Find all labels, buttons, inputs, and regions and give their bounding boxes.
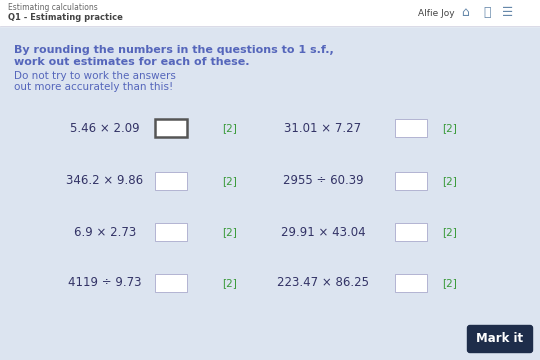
Bar [395,172,427,190]
Text: [2]: [2] [443,278,457,288]
Text: ⤒: ⤒ [483,6,491,19]
Text: [2]: [2] [443,227,457,237]
Text: out more accurately than this!: out more accurately than this! [14,82,173,92]
Text: Do not try to work the answers: Do not try to work the answers [14,71,176,81]
Text: 223.47 × 86.25: 223.47 × 86.25 [277,276,369,289]
Text: 6.9 × 2.73: 6.9 × 2.73 [74,225,136,238]
Text: ⌂: ⌂ [461,6,469,19]
Text: [2]: [2] [443,123,457,133]
Text: Q1 - Estimating practice: Q1 - Estimating practice [8,13,123,22]
Text: Mark it: Mark it [476,333,524,346]
Text: [2]: [2] [222,176,238,186]
Text: 2955 ÷ 60.39: 2955 ÷ 60.39 [282,175,363,188]
Text: 346.2 × 9.86: 346.2 × 9.86 [66,175,144,188]
Text: 4119 ÷ 9.73: 4119 ÷ 9.73 [68,276,141,289]
Text: Estimating calculations: Estimating calculations [8,4,98,13]
Text: [2]: [2] [222,227,238,237]
Text: [2]: [2] [443,176,457,186]
Text: ☰: ☰ [502,6,514,19]
Text: By rounding the numbers in the questions to 1 s.f.,: By rounding the numbers in the questions… [14,45,334,55]
Text: [2]: [2] [222,123,238,133]
Bar [395,119,427,137]
Bar [155,223,187,241]
Text: work out estimates for each of these.: work out estimates for each of these. [14,57,249,67]
FancyBboxPatch shape [468,325,532,352]
Text: 5.46 × 2.09: 5.46 × 2.09 [70,122,140,135]
Bar [155,274,187,292]
Text: [2]: [2] [222,278,238,288]
Text: 31.01 × 7.27: 31.01 × 7.27 [285,122,362,135]
Text: 29.91 × 43.04: 29.91 × 43.04 [281,225,366,238]
Bar [155,119,187,137]
Text: Alfie Joy: Alfie Joy [418,9,455,18]
Bar [0,0,540,26]
Bar [395,223,427,241]
Bar [395,274,427,292]
Bar [155,172,187,190]
